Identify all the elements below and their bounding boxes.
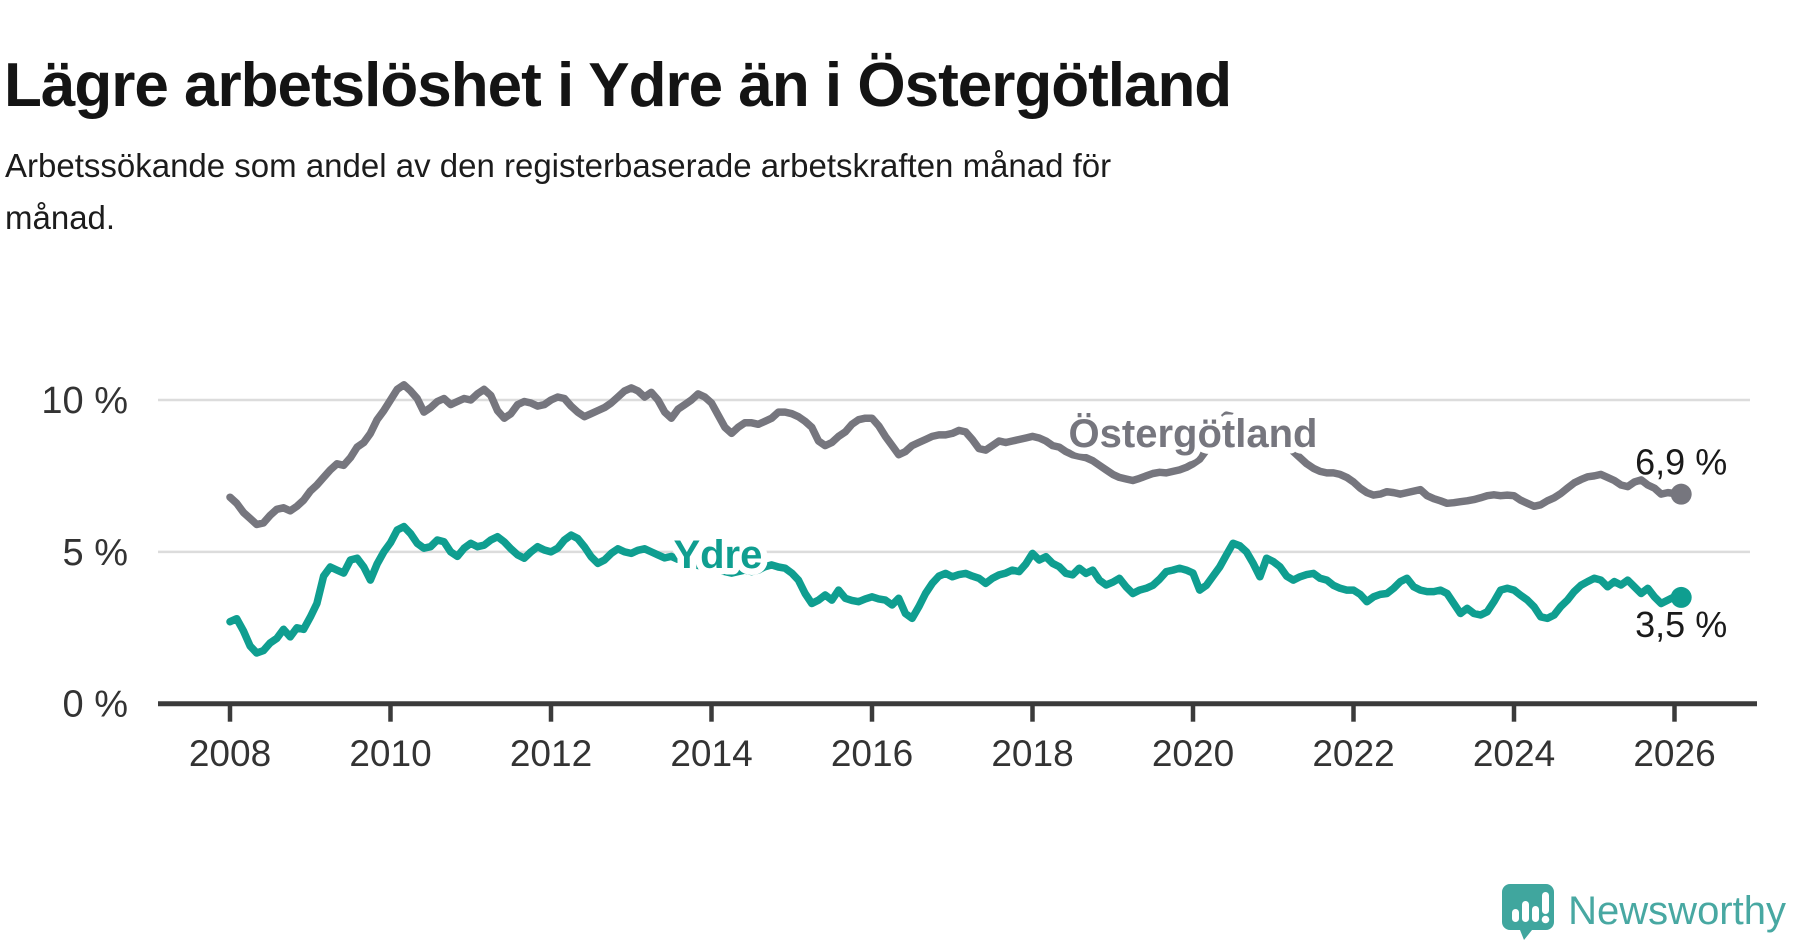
end-value-label-östergötland: 6,9 % [1635,441,1727,482]
line-östergötland [226,381,1685,529]
line-ydre [226,522,1685,657]
x-tick-label-2010: 2010 [349,733,431,774]
x-tick-label-2020: 2020 [1152,733,1234,774]
x-tick-label-2026: 2026 [1633,733,1715,774]
end-value-label-ydre: 3,5 % [1635,604,1727,645]
x-tick-label-2008: 2008 [189,733,271,774]
x-tick-label-2024: 2024 [1473,733,1555,774]
chart-subtitle: Arbetssökande som andel av den registerb… [5,140,1111,244]
x-tick-label-2014: 2014 [670,733,752,774]
x-tick-label-2016: 2016 [831,733,913,774]
series-label-ydre: Ydre [673,533,762,577]
x-tick-label-2022: 2022 [1312,733,1394,774]
x-tick-label-2012: 2012 [510,733,592,774]
end-dot-ydre [1670,586,1692,608]
x-tick-label-2018: 2018 [991,733,1073,774]
subtitle-line-1: Arbetssökande som andel av den registerb… [5,147,1112,184]
y-tick-label-5: 5 % [63,532,128,574]
y-tick-label-10: 10 % [41,380,128,422]
y-tick-label-0: 0 % [63,684,128,726]
newsworthy-logo-text: Newsworthy [1568,888,1786,933]
end-dot-östergötland [1670,483,1692,505]
subtitle-line-2: månad. [5,199,116,236]
page-title: Lägre arbetslöshet i Ydre än i Östergötl… [4,50,1232,120]
series-label-östergötland: Östergötland [1069,411,1318,456]
newsworthy-logo-icon [1502,884,1555,940]
newsworthy-logo: Newsworthy [1502,880,1786,942]
